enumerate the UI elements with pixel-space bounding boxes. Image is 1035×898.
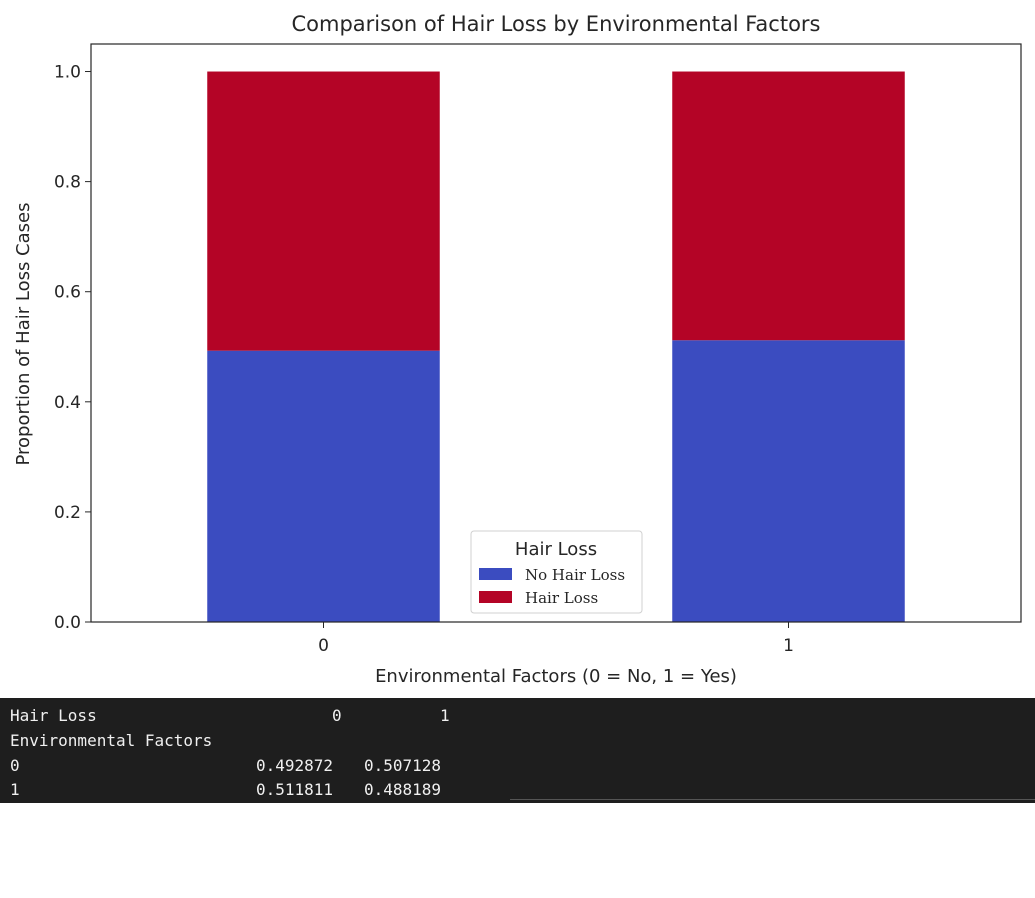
console-column-0: 0 [332,706,342,725]
chart-area: 0.0 0.2 0.4 0.6 0.8 1.0 0 1 Comparison of Hair … [13,12,1022,687]
stacked-bar-chart: 0.0 0.2 0.4 0.6 0.8 1.0 0 1 Comparison of Hair … [13,12,1022,687]
console-cell: 0.492872 [256,756,334,775]
console-column-1: 1 [440,706,450,725]
console-header-row: Hair Loss 0 1 [10,704,450,728]
x-tick-label: 0 [318,636,329,656]
legend-label-hair-loss: Hair Loss [525,589,598,607]
console-index-name: Environmental Factors [10,731,213,750]
x-tick-label: 1 [783,636,794,656]
console-columns-label: Hair Loss [10,706,97,725]
y-tick-label: 0.8 [54,173,81,193]
y-tick-label: 0.6 [54,283,81,303]
legend-frame [470,530,643,614]
console-divider [510,799,1035,800]
y-tick-label: 1.0 [54,63,81,83]
y-tick-label: 0.2 [54,503,81,523]
bar-no-hair-loss-0 [207,350,440,622]
legend-title: Hair Loss [515,539,597,560]
console-index-name-row: Environmental Factors [10,729,212,753]
legend-label-no-hair-loss: No Hair Loss [525,566,625,584]
plot-frame [90,43,1022,623]
console-row-index: 1 [10,780,20,799]
console-data-row: 0 0.492872 0.507128 [10,754,441,778]
x-axis-label: Environmental Factors (0 = No, 1 = Yes) [375,666,737,687]
legend: Hair Loss No Hair Loss Hair Loss [470,530,643,614]
bar-hair-loss-0 [207,71,440,351]
y-tick-label: 0.0 [54,613,81,633]
console-row-index: 0 [10,756,20,775]
bar-hair-loss-1 [672,71,905,341]
console-output: Hair Loss 0 1 Environmental Factors 0 0.… [0,698,1035,803]
legend-swatch-no-hair-loss [479,568,512,580]
console-cell: 0.507128 [364,756,442,775]
chart-title: Comparison of Hair Loss by Environmental… [292,12,821,36]
console-cell: 0.511811 [256,780,334,799]
y-axis-label: Proportion of Hair Loss Cases [13,203,34,466]
legend-swatch-hair-loss [479,591,512,603]
y-tick-label: 0.4 [54,393,81,413]
console-data-row: 1 0.511811 0.488189 [10,778,441,802]
bar-no-hair-loss-1 [672,340,905,622]
console-cell: 0.488189 [364,780,442,799]
